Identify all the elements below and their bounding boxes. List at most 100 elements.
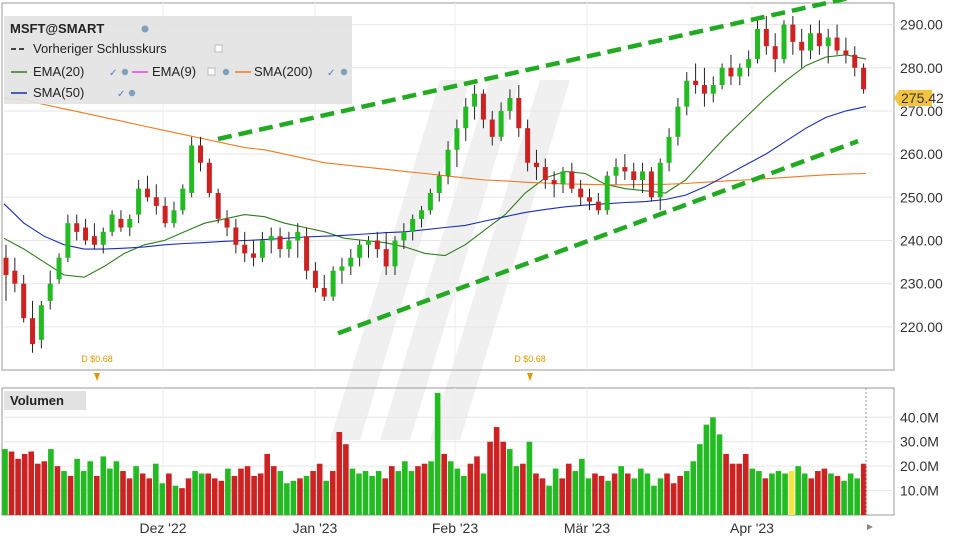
volume-bar[interactable] xyxy=(428,461,434,515)
candlestick[interactable] xyxy=(816,20,822,55)
volume-bar[interactable] xyxy=(847,473,854,515)
candlestick[interactable] xyxy=(693,63,699,94)
volume-bar[interactable] xyxy=(454,468,461,515)
candlestick[interactable] xyxy=(657,158,663,211)
settings-icon[interactable] xyxy=(340,68,348,76)
candlestick[interactable] xyxy=(74,214,80,241)
volume-bar[interactable] xyxy=(244,466,251,515)
volume-bar[interactable] xyxy=(506,449,513,515)
volume-bar[interactable] xyxy=(323,480,330,515)
candlestick[interactable] xyxy=(109,210,115,237)
volume-bar[interactable] xyxy=(238,468,244,515)
candlestick[interactable] xyxy=(595,192,601,215)
volume-bar[interactable] xyxy=(343,444,349,515)
candlestick[interactable] xyxy=(198,136,204,172)
volume-bar[interactable] xyxy=(611,473,618,515)
volume-bar[interactable] xyxy=(762,478,769,515)
volume-bar[interactable] xyxy=(369,475,375,515)
volume-bar[interactable] xyxy=(421,463,428,515)
volume-bar[interactable] xyxy=(729,463,736,515)
candlestick[interactable] xyxy=(144,175,150,202)
volume-bar[interactable] xyxy=(316,463,323,515)
volume-bar[interactable] xyxy=(192,471,198,515)
candlestick[interactable] xyxy=(339,257,345,284)
candlestick[interactable] xyxy=(436,171,442,202)
candlestick[interactable] xyxy=(162,197,168,228)
volume-bar[interactable] xyxy=(284,483,290,515)
candlestick[interactable] xyxy=(790,15,796,55)
volume-bar[interactable] xyxy=(690,461,697,515)
volume-bar[interactable] xyxy=(520,463,526,515)
volume-bar[interactable] xyxy=(375,471,382,515)
candlestick[interactable] xyxy=(189,136,195,198)
volume-bar[interactable] xyxy=(598,475,605,515)
volume-bar[interactable] xyxy=(61,471,67,515)
candlestick[interactable] xyxy=(233,218,239,254)
candlestick[interactable] xyxy=(118,210,124,232)
candlestick[interactable] xyxy=(304,227,310,280)
candlestick[interactable] xyxy=(12,257,18,293)
volume-bar[interactable] xyxy=(408,471,415,515)
volume-bar[interactable] xyxy=(185,478,192,515)
candlestick[interactable] xyxy=(251,240,257,267)
volume-bar[interactable] xyxy=(310,471,316,515)
scroll-right-icon[interactable] xyxy=(867,524,873,530)
volume-bar[interactable] xyxy=(349,468,356,515)
volume-bar[interactable] xyxy=(270,466,277,515)
volume-bar[interactable] xyxy=(434,392,441,515)
candlestick[interactable] xyxy=(392,236,398,276)
volume-bar[interactable] xyxy=(290,480,297,515)
volume-bar[interactable] xyxy=(664,473,670,515)
volume-bar[interactable] xyxy=(677,475,683,515)
volume-bar[interactable] xyxy=(808,478,815,515)
volume-bar[interactable] xyxy=(500,441,506,515)
volume-bar[interactable] xyxy=(415,466,421,515)
candlestick[interactable] xyxy=(684,72,690,116)
candlestick[interactable] xyxy=(153,184,159,215)
lower-trendline[interactable] xyxy=(337,139,859,336)
settings-icon[interactable] xyxy=(121,68,129,76)
volume-bar[interactable] xyxy=(172,485,179,515)
volume-bar[interactable] xyxy=(146,478,153,515)
volume-bar[interactable] xyxy=(74,458,80,515)
candlestick[interactable] xyxy=(374,231,380,258)
volume-bar[interactable] xyxy=(388,466,395,515)
visibility-checkbox[interactable] xyxy=(207,67,216,76)
volume-bar[interactable] xyxy=(736,463,742,515)
volume-bar[interactable] xyxy=(782,473,788,515)
volume-bar[interactable] xyxy=(559,478,565,515)
volume-bar[interactable] xyxy=(716,434,723,515)
candlestick[interactable] xyxy=(701,67,707,107)
candlestick[interactable] xyxy=(640,162,646,193)
volume-bar[interactable] xyxy=(539,478,546,515)
candlestick[interactable] xyxy=(295,223,301,258)
volume-bar[interactable] xyxy=(461,475,467,515)
volume-bar[interactable] xyxy=(834,475,841,515)
candlestick[interactable] xyxy=(65,214,71,263)
check-icon[interactable]: ✓ xyxy=(109,68,117,79)
volume-bar[interactable] xyxy=(382,478,388,515)
volume-bar[interactable] xyxy=(788,471,795,515)
candlestick[interactable] xyxy=(445,141,451,185)
volume-bar[interactable] xyxy=(257,473,264,515)
candlestick[interactable] xyxy=(30,300,36,353)
volume-bar[interactable] xyxy=(218,480,225,515)
volume-bar[interactable] xyxy=(303,475,310,515)
volume-bar[interactable] xyxy=(801,473,808,515)
settings-icon[interactable] xyxy=(141,25,149,33)
candlestick[interactable] xyxy=(525,119,531,172)
visibility-checkbox[interactable] xyxy=(214,44,223,53)
candlestick[interactable] xyxy=(91,223,97,250)
candlestick[interactable] xyxy=(410,214,416,241)
candlestick[interactable] xyxy=(710,76,716,103)
volume-bar[interactable] xyxy=(41,461,48,515)
volume-bar[interactable] xyxy=(48,449,54,515)
candlestick[interactable] xyxy=(277,227,283,258)
volume-bar[interactable] xyxy=(336,431,343,515)
volume-bar[interactable] xyxy=(28,451,35,516)
candlestick[interactable] xyxy=(401,223,407,250)
volume-bar[interactable] xyxy=(651,485,657,515)
candlestick[interactable] xyxy=(268,227,274,254)
candlestick[interactable] xyxy=(542,158,548,189)
volume-bar[interactable] xyxy=(2,449,8,515)
